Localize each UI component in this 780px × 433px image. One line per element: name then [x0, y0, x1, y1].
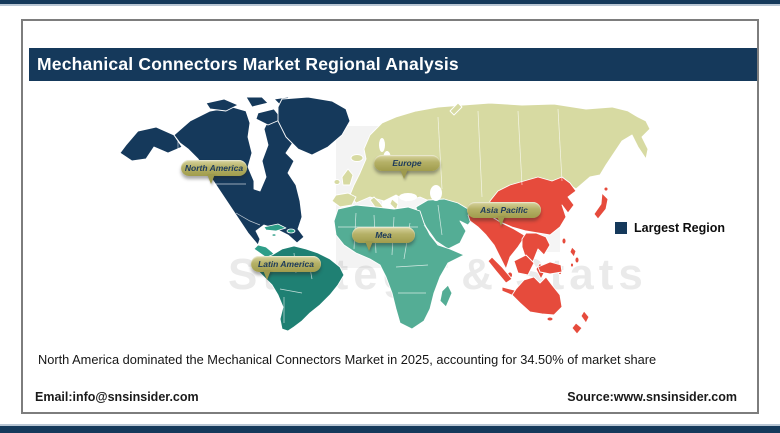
footer-source: Source:www.snsinsider.com	[567, 390, 737, 404]
label-pointer	[207, 174, 215, 184]
top-brand-strip	[0, 0, 780, 4]
bottom-accent-line	[0, 424, 780, 426]
map-label-north-america: North America	[181, 160, 247, 184]
map-label-latin-america: Latin America	[251, 256, 321, 280]
map-label-text: North America	[184, 163, 244, 173]
map-label-text: Asia Pacific	[480, 205, 528, 215]
map-label-text: Europe	[392, 158, 422, 168]
title-bar: Mechanical Connectors Market Regional An…	[29, 48, 757, 81]
label-pointer	[400, 169, 408, 179]
world-map	[119, 96, 651, 335]
region-mea	[333, 198, 475, 330]
legend-swatch	[615, 222, 627, 234]
description-text: North America dominated the Mechanical C…	[38, 352, 657, 367]
legend-label: Largest Region	[634, 221, 725, 235]
label-pointer	[497, 216, 505, 226]
bottom-brand-strip	[0, 426, 780, 433]
region-north-america	[119, 96, 351, 246]
map-label-text: Latin America	[258, 259, 314, 269]
label-pointer	[263, 270, 271, 280]
map-label-mea: Mea	[352, 227, 415, 251]
top-accent-line	[0, 4, 780, 6]
map-label-asia-pacific: Asia Pacific	[467, 202, 541, 226]
label-pointer	[365, 241, 373, 251]
footer-email: Email:info@snsinsider.com	[35, 390, 199, 404]
legend: Largest Region	[615, 221, 725, 235]
page-title: Mechanical Connectors Market Regional An…	[37, 54, 459, 74]
map-label-europe: Europe	[374, 155, 440, 179]
map-label-text: Mea	[375, 230, 392, 240]
